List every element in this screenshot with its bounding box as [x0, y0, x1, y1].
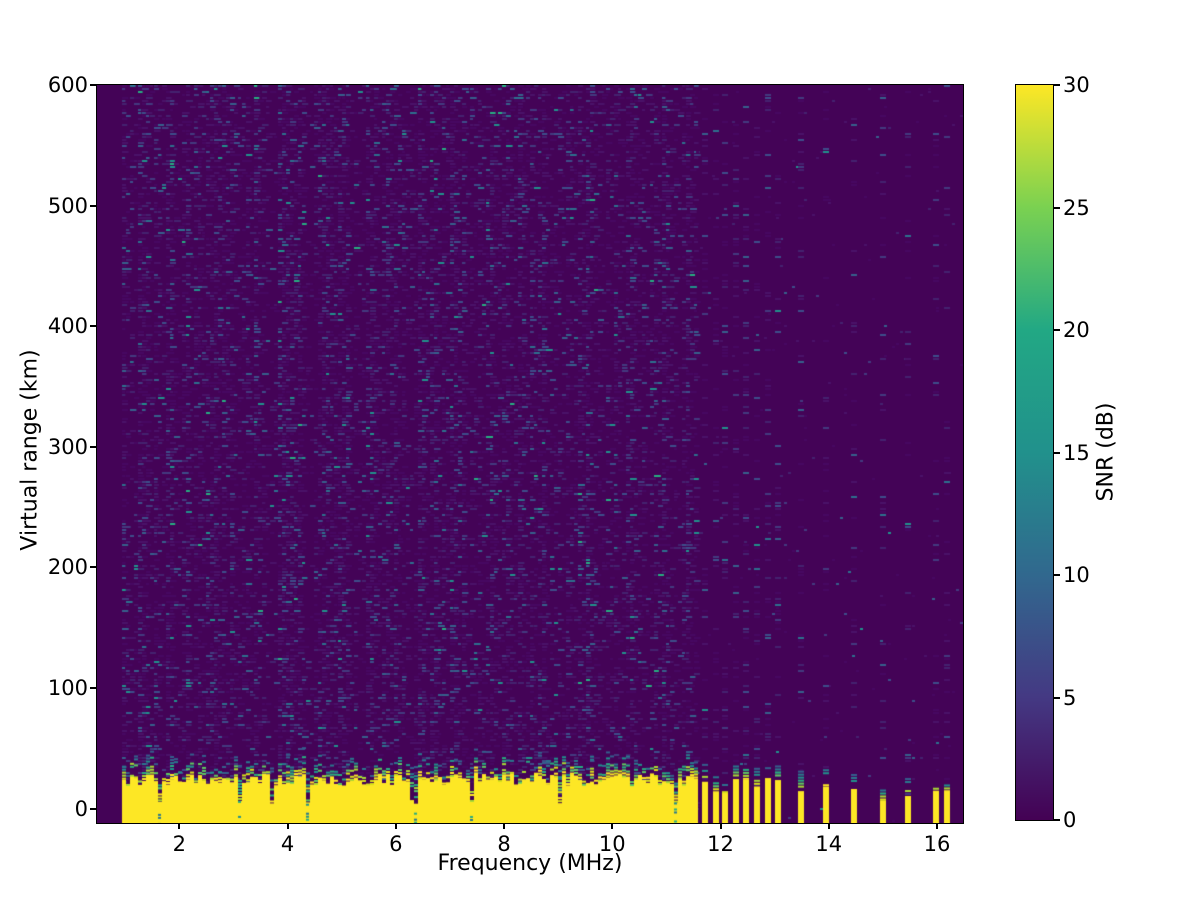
- x-tick-mark: [611, 823, 614, 829]
- x-tick-label: 6: [389, 832, 403, 856]
- colorbar-tick-mark: [1054, 206, 1060, 209]
- colorbar-tick-mark: [1054, 451, 1060, 454]
- colorbar-tick-label: 30: [1063, 73, 1090, 97]
- y-tick-label: 600: [47, 73, 88, 97]
- y-tick-label: 400: [47, 314, 88, 339]
- colorbar-tick-mark: [1054, 574, 1060, 576]
- colorbar-tick-label: 10: [1063, 563, 1090, 587]
- y-tick-label: 200: [47, 555, 88, 580]
- x-tick-mark: [503, 823, 506, 829]
- x-tick-label: 10: [598, 832, 626, 856]
- x-tick-mark: [719, 823, 722, 829]
- x-tick-label: 4: [280, 832, 295, 856]
- colorbar-tick-label: 5: [1063, 685, 1077, 710]
- plot-area: [96, 84, 964, 824]
- y-tick-mark: [90, 686, 96, 689]
- x-axis-label: Frequency (MHz): [437, 851, 623, 876]
- x-tick-label: 14: [815, 832, 843, 856]
- y-tick-mark: [90, 84, 96, 86]
- y-tick-mark: [90, 445, 96, 448]
- x-tick-mark: [936, 823, 939, 829]
- colorbar-tick-label: 25: [1063, 195, 1090, 220]
- colorbar-tick-label: 20: [1063, 318, 1090, 342]
- y-tick-mark: [90, 807, 96, 810]
- colorbar-tick-mark: [1054, 696, 1060, 699]
- y-tick-mark: [90, 325, 96, 328]
- y-tick-label: 500: [47, 193, 88, 218]
- colorbar-tick-label: 0: [1063, 808, 1077, 832]
- x-tick-label: 12: [707, 832, 734, 856]
- y-tick-label: 100: [47, 675, 88, 700]
- y-tick-mark: [90, 204, 96, 207]
- x-tick-mark: [827, 823, 830, 829]
- x-tick-label: 8: [497, 832, 511, 856]
- colorbar-tick-mark: [1054, 329, 1060, 331]
- colorbar: [1015, 84, 1054, 821]
- x-tick-mark: [178, 823, 181, 829]
- x-tick-label: 2: [172, 832, 186, 856]
- x-tick-label: 16: [923, 832, 951, 856]
- y-tick-label: 0: [74, 796, 88, 821]
- colorbar-tick-mark: [1054, 819, 1060, 821]
- colorbar-tick-label: 15: [1063, 440, 1090, 465]
- colorbar-tick-mark: [1054, 84, 1060, 86]
- x-tick-mark: [394, 823, 397, 829]
- x-tick-mark: [286, 823, 289, 829]
- ionogram-heatmap-canvas: [97, 85, 963, 823]
- y-tick-label: 300: [47, 434, 88, 459]
- y-tick-mark: [90, 566, 96, 569]
